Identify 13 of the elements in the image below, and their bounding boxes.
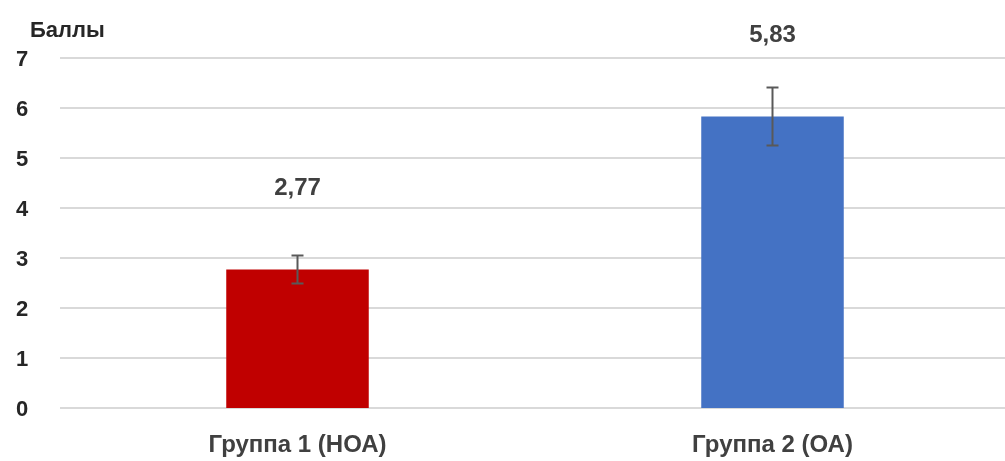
data-label: 5,83	[749, 19, 796, 47]
y-tick-label: 3	[15, 245, 29, 271]
x-tick-label: Группа 1 (НОА)	[208, 430, 387, 457]
y-axis-title: Баллы	[30, 17, 105, 42]
y-tick-label: 4	[15, 195, 29, 221]
y-tick-label: 2	[15, 295, 29, 321]
y-tick-label: 6	[15, 95, 29, 121]
data-label: 2,77	[274, 172, 321, 200]
y-tick-label: 7	[15, 45, 29, 71]
x-tick-label: Группа 2 (ОА)	[692, 430, 853, 457]
y-tick-label: 0	[15, 395, 29, 421]
y-tick-label: 5	[15, 145, 29, 171]
y-tick-label: 1	[15, 345, 29, 371]
